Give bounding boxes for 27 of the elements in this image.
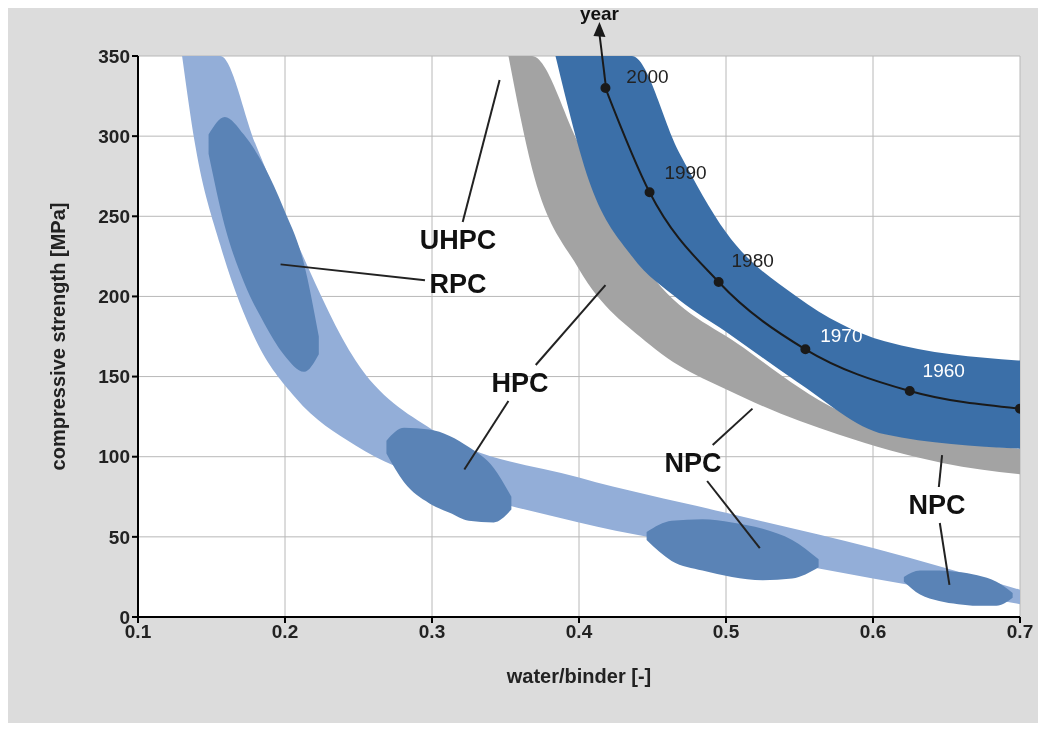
y-tick-label: 200 — [98, 286, 130, 308]
annotation: RPC — [429, 269, 487, 299]
point — [600, 83, 611, 94]
x-tick-label: 0.5 — [712, 621, 740, 643]
point — [644, 187, 655, 198]
x-tick-label: 0.7 — [1006, 621, 1034, 643]
x-tick-label: 0.4 — [565, 621, 593, 643]
point — [713, 277, 724, 287]
point — [800, 344, 811, 355]
x-tick-label: 0.3 — [418, 621, 446, 643]
x-tick-label: 0.6 — [859, 621, 887, 643]
x-axis-title: water/binder [-] — [505, 665, 652, 687]
annotation: NPC — [908, 490, 966, 520]
x-tick-label: 0.2 — [271, 621, 299, 643]
annotation: UHPC — [419, 225, 497, 255]
y-tick-label: 50 — [108, 526, 130, 548]
y-axis-title: compressive strength [MPa] — [47, 202, 70, 471]
y-tick-label: 150 — [98, 366, 130, 388]
annotation: NPC — [664, 448, 722, 478]
annotation: 1960 — [922, 360, 965, 382]
text: year — [579, 3, 620, 24]
y-tick-label: 350 — [98, 45, 130, 67]
y-tick-label: 250 — [98, 206, 130, 228]
y-tick-label: 100 — [98, 446, 130, 468]
annotation: HPC — [491, 368, 549, 398]
point — [904, 386, 915, 396]
y-tick-label: 300 — [98, 125, 130, 147]
